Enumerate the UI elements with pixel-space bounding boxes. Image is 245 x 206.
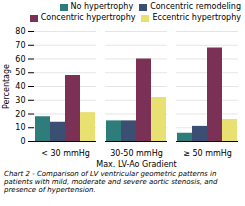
html-text:Chart 2 - Comparison of LV ven: Chart 2 - Comparison of LV ventricular g… xyxy=(4,170,218,194)
svg-text:Percentage: Percentage xyxy=(2,64,11,109)
svg-text:60: 60 xyxy=(15,55,25,64)
svg-text:50: 50 xyxy=(15,68,25,77)
svg-text:0: 0 xyxy=(20,137,25,146)
html-text:Concentric hypertrophy: Concentric hypertrophy xyxy=(40,13,136,22)
html-text:Eccentric hypertrophy: Eccentric hypertrophy xyxy=(152,13,241,22)
svg-text:80: 80 xyxy=(15,27,25,36)
svg-text:70: 70 xyxy=(15,41,25,50)
svg-text:10: 10 xyxy=(15,123,25,132)
svg-text:Max. LV-Ao Gradient: Max. LV-Ao Gradient xyxy=(96,160,177,169)
html-text:Concentric remodeling: Concentric remodeling xyxy=(150,2,241,11)
svg-text:≥ 50 mmHg: ≥ 50 mmHg xyxy=(183,149,232,158)
svg-text:40: 40 xyxy=(15,82,25,91)
svg-text:30-50 mmHg: 30-50 mmHg xyxy=(110,149,162,158)
svg-text:30: 30 xyxy=(15,96,25,105)
html-text:No hypertrophy: No hypertrophy xyxy=(70,2,134,11)
svg-text:< 30 mmHg: < 30 mmHg xyxy=(41,149,90,158)
svg-text:20: 20 xyxy=(15,110,25,119)
